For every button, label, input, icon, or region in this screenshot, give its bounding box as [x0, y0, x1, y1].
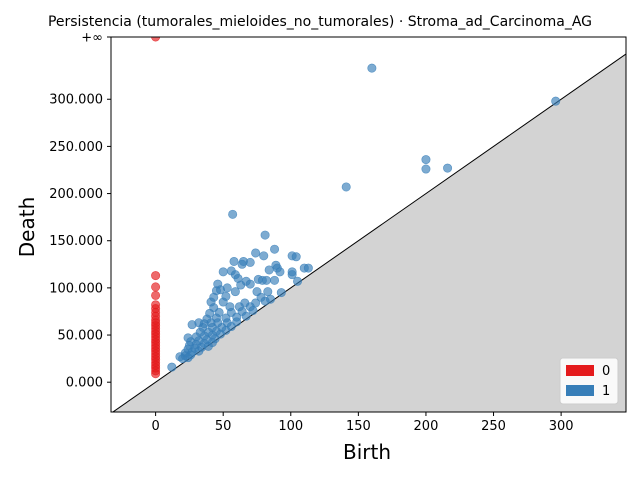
chart-title: Persistencia (tumorales_mieloides_no_tum…: [48, 14, 592, 30]
series-0: [151, 37, 161, 379]
data-point: [303, 263, 313, 273]
x-tick-label: 200: [414, 419, 439, 434]
y-tick-label: 50.000: [58, 329, 104, 344]
below-diagonal-region: [112, 53, 626, 412]
legend-label: 1: [602, 384, 610, 399]
x-tick-label: 0: [151, 419, 159, 434]
data-point: [151, 271, 161, 281]
legend-swatch: [566, 385, 594, 396]
legend: 01: [559, 357, 619, 405]
y-axis-label: Death: [15, 197, 39, 257]
x-tick-label: 300: [549, 419, 574, 434]
plot-content: [111, 37, 626, 412]
y-tick-label: 100.000: [49, 281, 103, 296]
data-point: [194, 346, 204, 356]
data-point: [287, 270, 297, 280]
legend-swatch: [566, 365, 594, 376]
data-point: [218, 267, 228, 277]
data-point: [245, 279, 255, 289]
data-point: [264, 265, 274, 275]
legend-label: 0: [602, 364, 610, 379]
data-point: [421, 155, 431, 165]
data-point: [275, 267, 285, 277]
x-tick-label: 50: [215, 419, 232, 434]
data-point: [241, 311, 251, 321]
data-point: [151, 290, 161, 300]
data-point: [151, 369, 161, 379]
data-point: [183, 353, 193, 363]
data-point: [230, 287, 240, 297]
data-point: [270, 244, 280, 254]
x-tick-label: 150: [346, 419, 371, 434]
y-tick-label: 0.000: [66, 376, 103, 391]
data-point: [261, 275, 271, 285]
data-point: [293, 276, 303, 286]
plot-frame: [110, 36, 627, 413]
x-axis-label: Birth: [343, 440, 391, 464]
x-tick-label: 100: [278, 419, 303, 434]
data-point: [237, 259, 247, 269]
data-point: [291, 252, 301, 262]
data-point: [167, 362, 177, 372]
series-1: [167, 63, 561, 372]
data-point: [276, 288, 286, 298]
x-tick-label: 250: [481, 419, 506, 434]
data-point: [228, 209, 238, 219]
data-point: [245, 257, 255, 267]
y-tick-label: 150.000: [49, 234, 103, 249]
data-point: [443, 163, 453, 173]
y-tick-label: 250.000: [49, 140, 103, 155]
data-point: [260, 230, 270, 240]
data-point: [151, 37, 161, 42]
data-point: [218, 297, 228, 307]
y-tick-label: 300.000: [49, 93, 103, 108]
data-point: [270, 275, 280, 285]
data-point: [203, 341, 213, 351]
data-point: [260, 296, 270, 306]
data-point: [341, 182, 351, 192]
data-point: [251, 248, 261, 258]
data-point: [263, 287, 273, 297]
data-point: [215, 285, 225, 295]
axes: 0 50 100 150 200 250 300 0.000 50.000 100.000 150.…: [49, 31, 627, 434]
data-point: [248, 306, 258, 316]
data-point: [151, 282, 161, 292]
plot-area: [111, 37, 626, 412]
data-point: [551, 96, 561, 106]
data-point: [229, 256, 239, 266]
data-point: [259, 251, 269, 261]
data-point: [367, 63, 377, 73]
diagonal-line: [112, 53, 626, 412]
data-point: [421, 164, 431, 174]
y-tick-label: 200.000: [49, 187, 103, 202]
y-tick-label-infinity: +∞: [81, 31, 103, 46]
